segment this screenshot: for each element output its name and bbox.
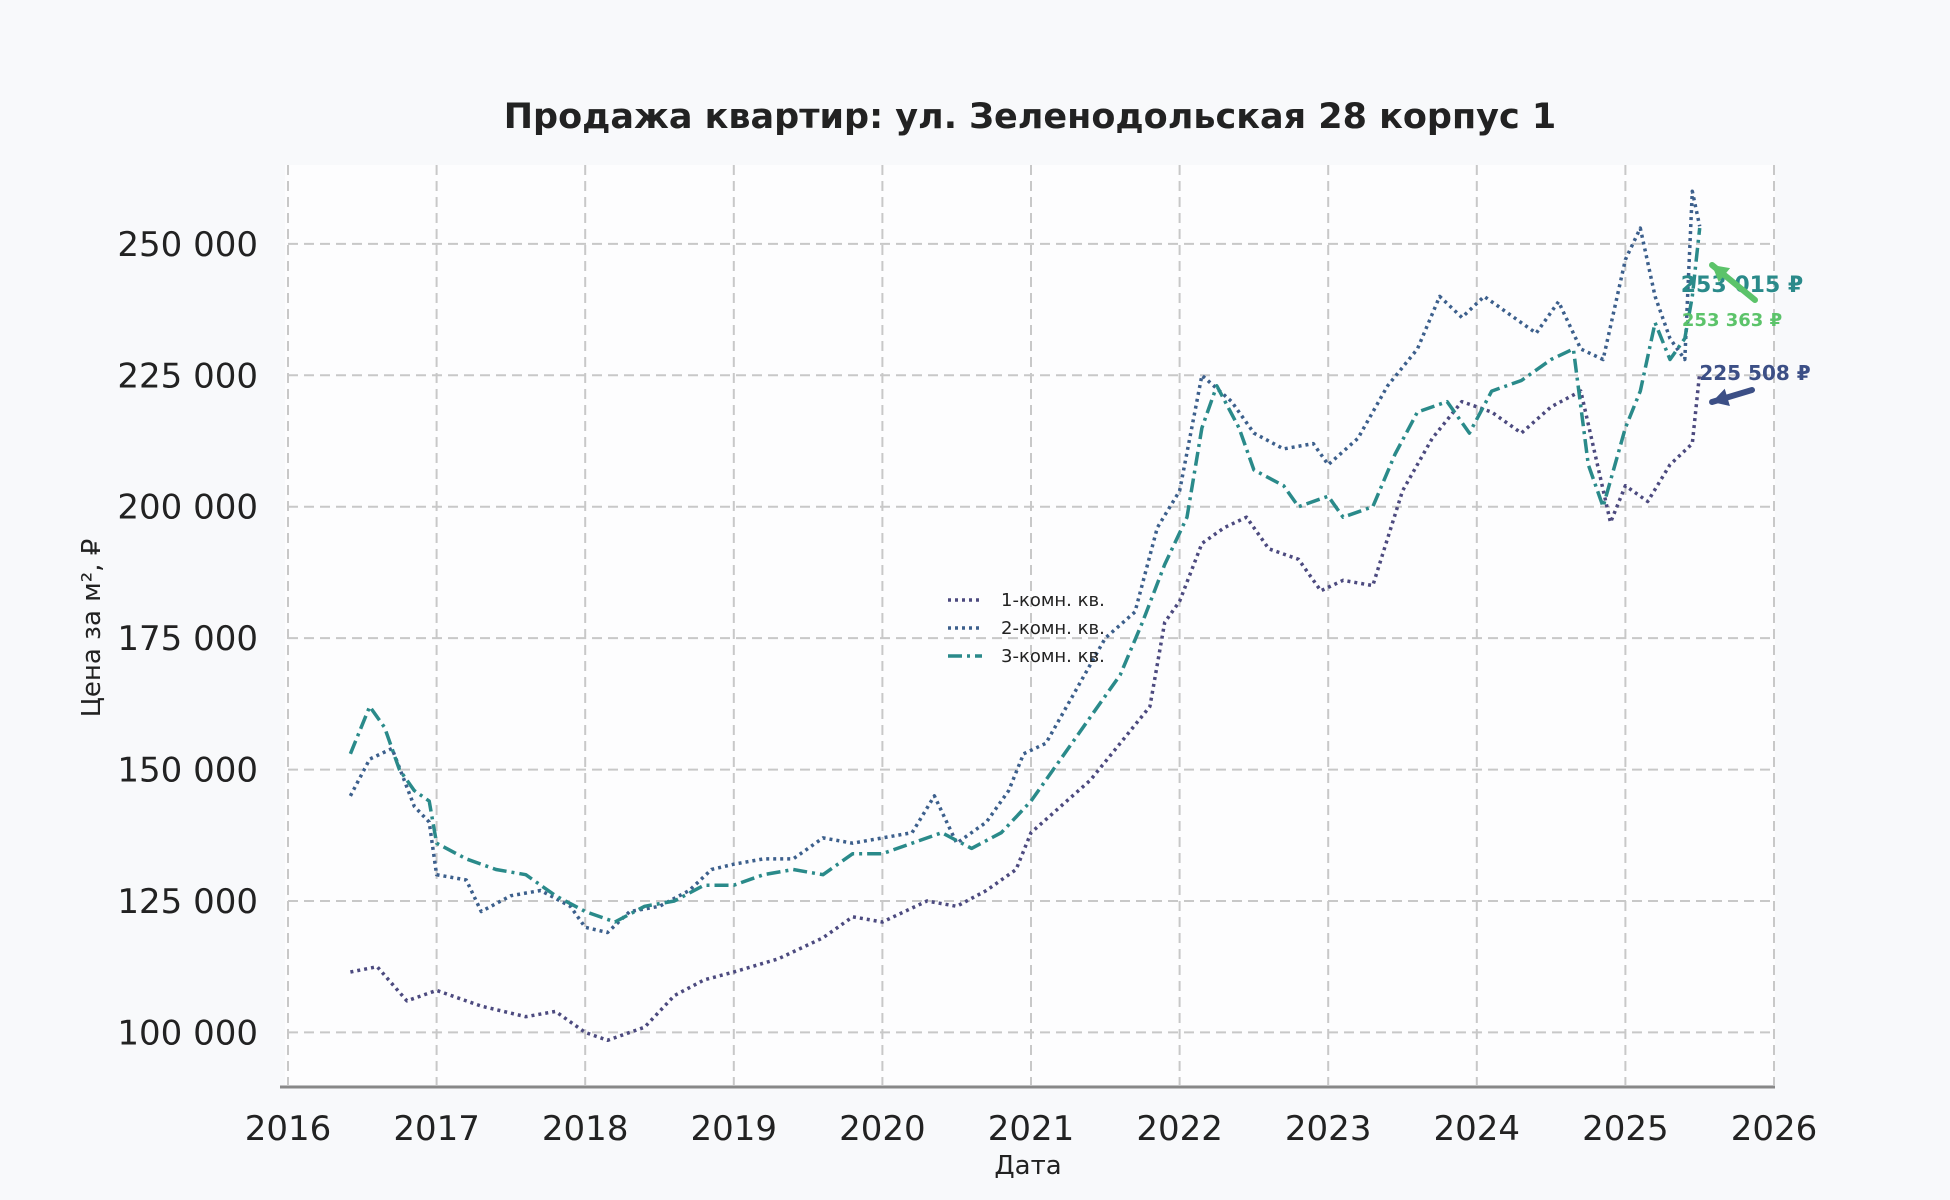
x-tick-label: 2021 xyxy=(988,1109,1075,1149)
y-tick-label: 150 000 xyxy=(117,751,258,791)
x-tick-label: 2018 xyxy=(542,1109,629,1149)
annotation-arrowhead xyxy=(1712,265,1731,283)
series-line-1 xyxy=(350,372,1702,1043)
x-tick-label: 2025 xyxy=(1582,1109,1669,1149)
y-tick-label: 250 000 xyxy=(117,225,258,265)
y-axis-label: Цена за м², ₽ xyxy=(77,539,107,718)
x-tick-label: 2023 xyxy=(1285,1109,1372,1149)
annotation-arrowhead xyxy=(1712,388,1730,407)
chart-title: Продажа квартир: ул. Зеленодольская 28 к… xyxy=(504,97,1557,137)
annotation-label: 253 015 ₽ xyxy=(1681,273,1803,298)
x-tick-label: 2024 xyxy=(1434,1109,1521,1149)
annotations: 253 015 ₽ 253 363 ₽ 225 508 ₽ xyxy=(1681,262,1811,407)
x-tick-label: 2019 xyxy=(691,1109,778,1149)
tick-labels: 100 000 125 000 150 000 175 000 200 000 225 0… xyxy=(117,225,1817,1149)
x-tick-label: 2022 xyxy=(1136,1109,1223,1149)
legend-label: 1-комн. кв. xyxy=(1001,590,1105,611)
y-tick-label: 100 000 xyxy=(117,1013,258,1053)
y-tick-label: 175 000 xyxy=(117,619,258,659)
x-tick-label: 2020 xyxy=(839,1109,926,1149)
x-tick-label: 2026 xyxy=(1731,1109,1818,1149)
annotation-label: 253 363 ₽ xyxy=(1682,310,1782,331)
x-axis-label: Дата xyxy=(994,1151,1061,1181)
legend-label: 3-комн. кв. xyxy=(1001,646,1105,667)
series-lines xyxy=(348,189,1702,1043)
y-tick-label: 125 000 xyxy=(117,882,258,922)
grid xyxy=(287,165,1775,1085)
legend: 1-комн. кв. 2-комн. кв. 3-комн. кв. xyxy=(948,590,1105,667)
x-tick-label: 2016 xyxy=(245,1109,332,1149)
annotation-label: 225 508 ₽ xyxy=(1699,361,1810,385)
y-tick-label: 200 000 xyxy=(117,488,258,528)
y-tick-label: 225 000 xyxy=(117,356,258,396)
legend-label: 2-комн. кв. xyxy=(1001,618,1105,639)
series-line-3 xyxy=(348,227,1702,924)
x-tick-label: 2017 xyxy=(393,1109,480,1149)
